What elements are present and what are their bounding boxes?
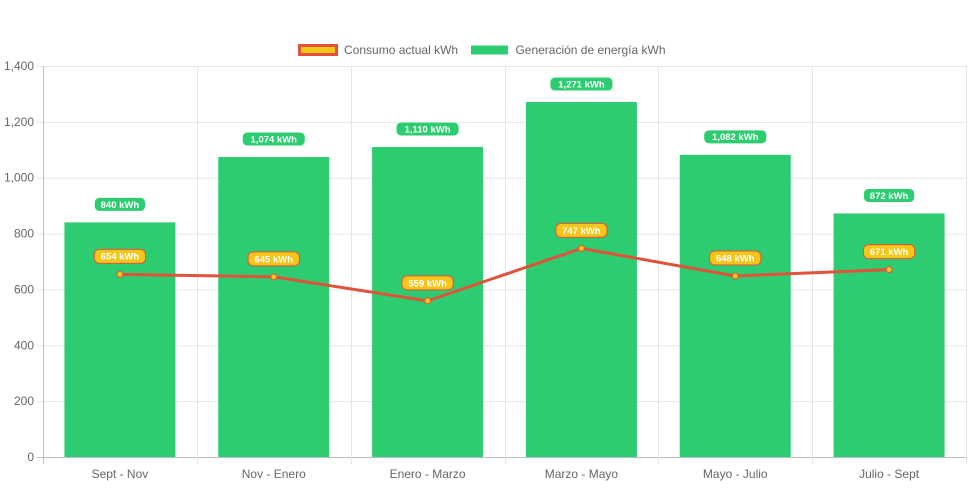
y-tick-label: 800 xyxy=(14,227,34,241)
y-tick-label: 200 xyxy=(14,394,34,408)
legend-item-generacion[interactable]: Generación de energía kWh xyxy=(470,43,666,57)
x-tick-label: Mayo - Julio xyxy=(703,467,768,481)
bar-data-label-bg xyxy=(703,129,768,145)
x-tick-label: Sept - Nov xyxy=(92,467,149,481)
y-tick-label: 400 xyxy=(14,338,34,352)
legend: Consumo actual kWh Generación de energía … xyxy=(298,43,666,57)
line-data-label: 648 kWh xyxy=(716,253,755,264)
line-data-label: 645 kWh xyxy=(254,254,293,265)
bar-data-label-bg xyxy=(862,187,916,203)
line-layer xyxy=(116,244,893,305)
legend-swatch xyxy=(298,44,339,56)
bar-data-label-bg xyxy=(549,76,614,92)
line-data-label-bg xyxy=(247,251,300,267)
axis-layer: 0 200 400 600 800 1,000 1,200 1,400 Sept - Nov No… xyxy=(4,59,920,481)
bar-data-label-bg xyxy=(395,121,460,137)
bar[interactable] xyxy=(218,157,330,457)
line-point[interactable] xyxy=(731,272,739,280)
bar-data-label-bg xyxy=(93,196,147,212)
line-data-label: 559 kWh xyxy=(408,278,447,289)
line-data-label-bg xyxy=(709,250,762,266)
x-tick-label: Nov - Enero xyxy=(242,467,306,481)
legend-label: Consumo actual kWh xyxy=(344,43,458,57)
bar-data-label: 1,110 kWh xyxy=(405,124,451,135)
bar-data-label: 840 kWh xyxy=(101,200,140,211)
bar[interactable] xyxy=(525,102,637,457)
bar-data-label: 872 kWh xyxy=(870,191,909,202)
grid-layer xyxy=(37,66,967,464)
consumption-line xyxy=(119,246,890,303)
legend-swatch xyxy=(470,45,508,55)
y-tick-label: 1,400 xyxy=(4,59,34,73)
bar-data-label: 1,082 kWh xyxy=(712,132,759,143)
line-point[interactable] xyxy=(424,297,432,305)
line-point[interactable] xyxy=(116,270,124,278)
line-data-label-bg xyxy=(93,248,147,264)
line-data-label-bg xyxy=(862,244,916,260)
line-point[interactable] xyxy=(577,244,585,252)
line-data-label: 654 kWh xyxy=(101,252,140,263)
bar-data-label: 1,074 kWh xyxy=(251,134,298,145)
line-point[interactable] xyxy=(270,273,278,281)
x-tick-label: Enero - Marzo xyxy=(390,467,466,481)
legend-item-consumo[interactable]: Consumo actual kWh xyxy=(298,43,459,57)
y-tick-label: 600 xyxy=(14,282,34,296)
bar-layer xyxy=(64,102,945,457)
line-point[interactable] xyxy=(885,266,893,274)
x-tick-label: Marzo - Mayo xyxy=(545,467,619,481)
label-layer: 840 kWh 1,074 kWh 1,110 kWh 1,271 kWh 1,082 … xyxy=(93,76,916,291)
line-data-label-bg xyxy=(401,275,454,291)
bar[interactable] xyxy=(679,154,791,457)
bar-data-label-bg xyxy=(241,131,306,147)
legend-label: Generación de energía kWh xyxy=(515,43,665,57)
line-data-label: 671 kWh xyxy=(870,247,909,258)
line-data-label-bg xyxy=(555,222,608,238)
bar-data-label: 1,271 kWh xyxy=(558,79,605,90)
y-tick-label: 1,200 xyxy=(4,115,34,129)
y-tick-label: 1,000 xyxy=(4,171,34,185)
x-tick-label: Julio - Sept xyxy=(859,467,920,481)
line-data-label: 747 kWh xyxy=(562,226,601,237)
y-tick-label: 0 xyxy=(27,450,34,464)
